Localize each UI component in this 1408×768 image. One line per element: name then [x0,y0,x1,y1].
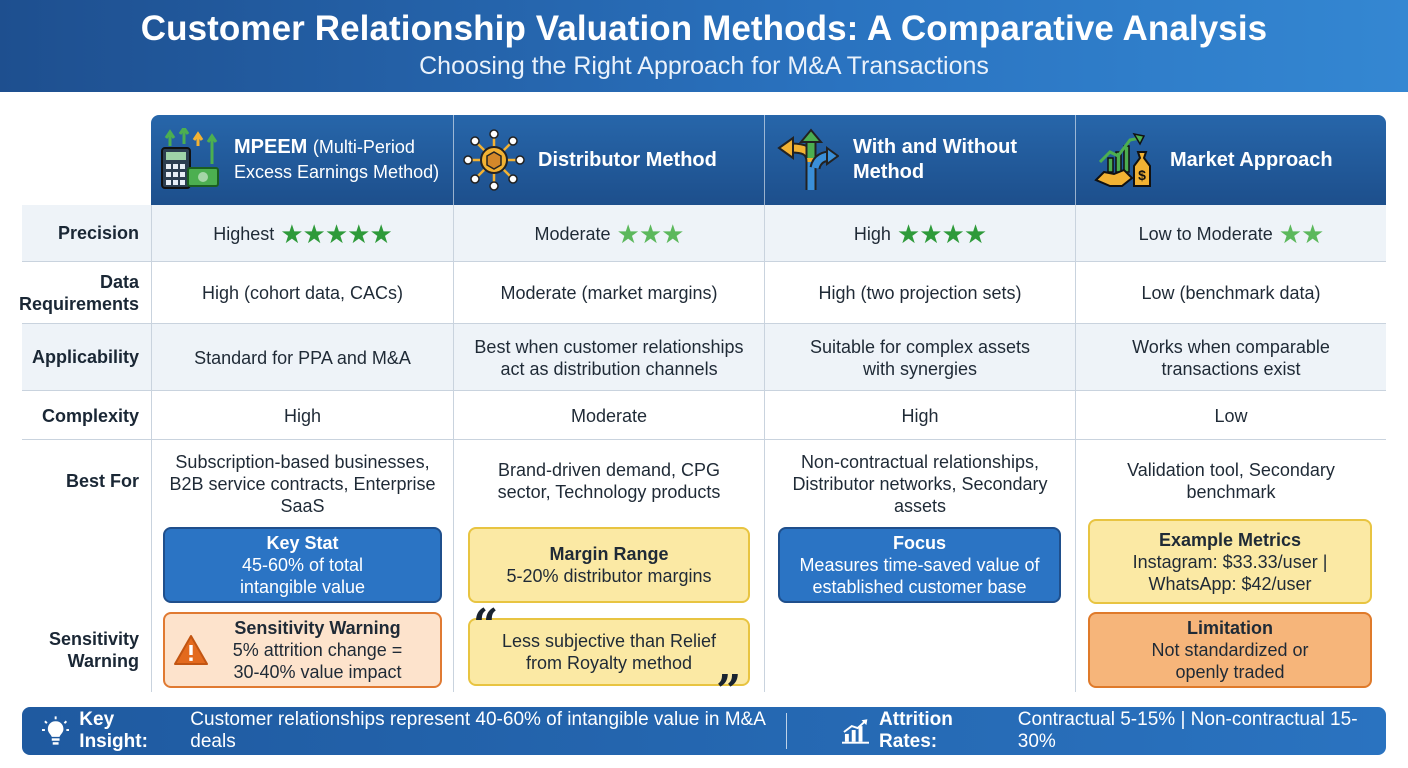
complexity-cell: Moderate [570,405,648,426]
branching-arrows-icon [777,128,839,190]
lightbulb-icon [42,716,70,745]
star-rating: ★★★★ [896,218,987,249]
key-stat-body: 45-60% of total intangible value [239,555,366,597]
row-data-requirements [22,262,1386,324]
key-stat-box: Key Stat 45-60% of total intangible valu… [163,527,442,603]
header-divider [453,115,454,205]
data-req-cell: Low (benchmark data) [1141,283,1321,303]
precision-text: High [853,223,891,244]
margin-range-box: Margin Range 5-20% distributor margins [468,527,750,603]
focus-body: Measures time-saved value of established… [799,555,1040,597]
focus-title: Focus [892,533,946,553]
sensitivity-warning-box: Sensitivity Warning 5% attrition change … [163,612,442,688]
page-subtitle: Choosing the Right Approach for M&A Tran… [419,52,989,80]
row-complexity [22,391,1386,440]
best-for-cell: Subscription-based businesses, B2B servi… [169,452,436,516]
method-name: Distributor Method [538,148,717,171]
best-for-cell: Brand-driven demand, CPG sector, Technol… [497,460,721,502]
insight-label: Key Insight: [79,709,148,752]
open-quote-icon: “ [473,600,499,651]
limitation-title: Limitation [1187,618,1273,638]
applicability-cell: Best when customer relationships act as … [474,336,744,379]
row-label-complexity: Complexity [41,406,139,426]
star-rating: ★★ [1278,218,1325,249]
example-metrics-body: Instagram: $33.33/user | WhatsApp: $42/u… [1132,551,1328,594]
footer-bar: Key Insight: Customer relationships repr… [22,707,1386,755]
example-metrics-box: Example Metrics Instagram: $33.33/user |… [1088,519,1372,604]
precision-text: Highest [213,223,275,244]
row-label-best-for: Best For [65,471,139,491]
method-subname: (Multi-Period Excess Earnings Method) [234,137,440,182]
complexity-cell: High [283,405,322,426]
method-header-row [151,115,1386,205]
bar-chart-icon [841,719,870,744]
limitation-box: Limitation Not standardized or openly tr… [1088,612,1372,688]
precision-text: Low to Moderate [1138,223,1273,244]
data-req-cell: High (two projection sets) [818,283,1022,303]
method-name: With and Without Method [853,136,1018,183]
star-rating: ★★★ [616,218,685,249]
precision-cell: Moderate ★★★ [454,205,764,262]
applicability-cell: Suitable for complex assets with synergi… [809,336,1031,379]
header-mpeem: MPEEM (Multi-Period Excess Earnings Meth… [158,115,450,205]
precision-text: Moderate [534,223,611,244]
data-req-cell: High (cohort data, CACs) [201,283,404,303]
method-name: MPEEM [234,136,308,158]
attrition-label: Attrition Rates: [879,709,953,752]
precision-cell: Highest ★★★★★ [152,205,453,262]
best-for-cell: Non-contractual relationships, Distribut… [792,452,1048,516]
example-metrics-title: Example Metrics [1158,529,1302,550]
attrition-text: Contractual 5-15% | Non-contractual 15-3… [1017,709,1358,752]
quote-box: Less subjective than Relief from Royalty… [468,618,750,686]
warning-icon [174,635,208,665]
limitation-body: Not standardized or openly traded [1151,640,1309,682]
handshake-growth-icon: $ [1094,132,1151,187]
applicability-cell: Works when comparable transactions exist [1132,336,1330,379]
precision-cell: High ★★★★ [765,205,1075,262]
complexity-cell: Low [1214,405,1248,426]
insight-text: Customer relationships represent 40-60% … [190,709,765,752]
precision-cell: Low to Moderate ★★ [1076,205,1386,262]
applicability-cell: Standard for PPA and M&A [194,347,411,368]
title-banner: Customer Relationship Valuation Methods:… [0,0,1408,92]
calculator-money-icon [161,128,219,189]
header-divider [1075,115,1076,205]
best-for-cell: Validation tool, Secondary benchmark [1127,460,1335,502]
svg-text:$: $ [1138,167,1146,183]
sensitivity-warning-title: Sensitivity Warning [234,618,401,638]
focus-box: Focus Measures time-saved value of estab… [778,527,1061,603]
margin-range-title: Margin Range [549,544,669,564]
star-rating: ★★★★★ [280,218,393,249]
row-applicability [22,324,1386,391]
key-stat-title: Key Stat [266,533,339,553]
data-req-cell: Moderate (market margins) [500,283,718,303]
row-label-data-requirements: Data Requirements [18,272,139,314]
close-quote-icon: ” [716,666,742,717]
quote-text: Less subjective than Relief from Royalty… [501,631,717,673]
header-divider [764,115,765,205]
row-label-precision: Precision [57,223,139,243]
row-label-sensitivity: Sensitivity Warning [48,629,139,671]
row-label-applicability: Applicability [31,347,139,367]
margin-range-body: 5-20% distributor margins [506,566,712,586]
footer-divider [786,713,787,749]
header-distributor: Distributor Method [462,115,762,205]
sensitivity-warning-body: 5% attrition change = 30-40% value impac… [232,640,403,682]
header-market: $ Market Approach [1094,115,1384,205]
method-name: Market Approach [1170,148,1333,171]
page-title: Customer Relationship Valuation Methods:… [140,9,1268,48]
header-with-without: With and Without Method [775,115,1071,205]
row-precision [22,205,1386,262]
distribution-network-icon [463,129,525,191]
complexity-cell: High [901,405,939,426]
